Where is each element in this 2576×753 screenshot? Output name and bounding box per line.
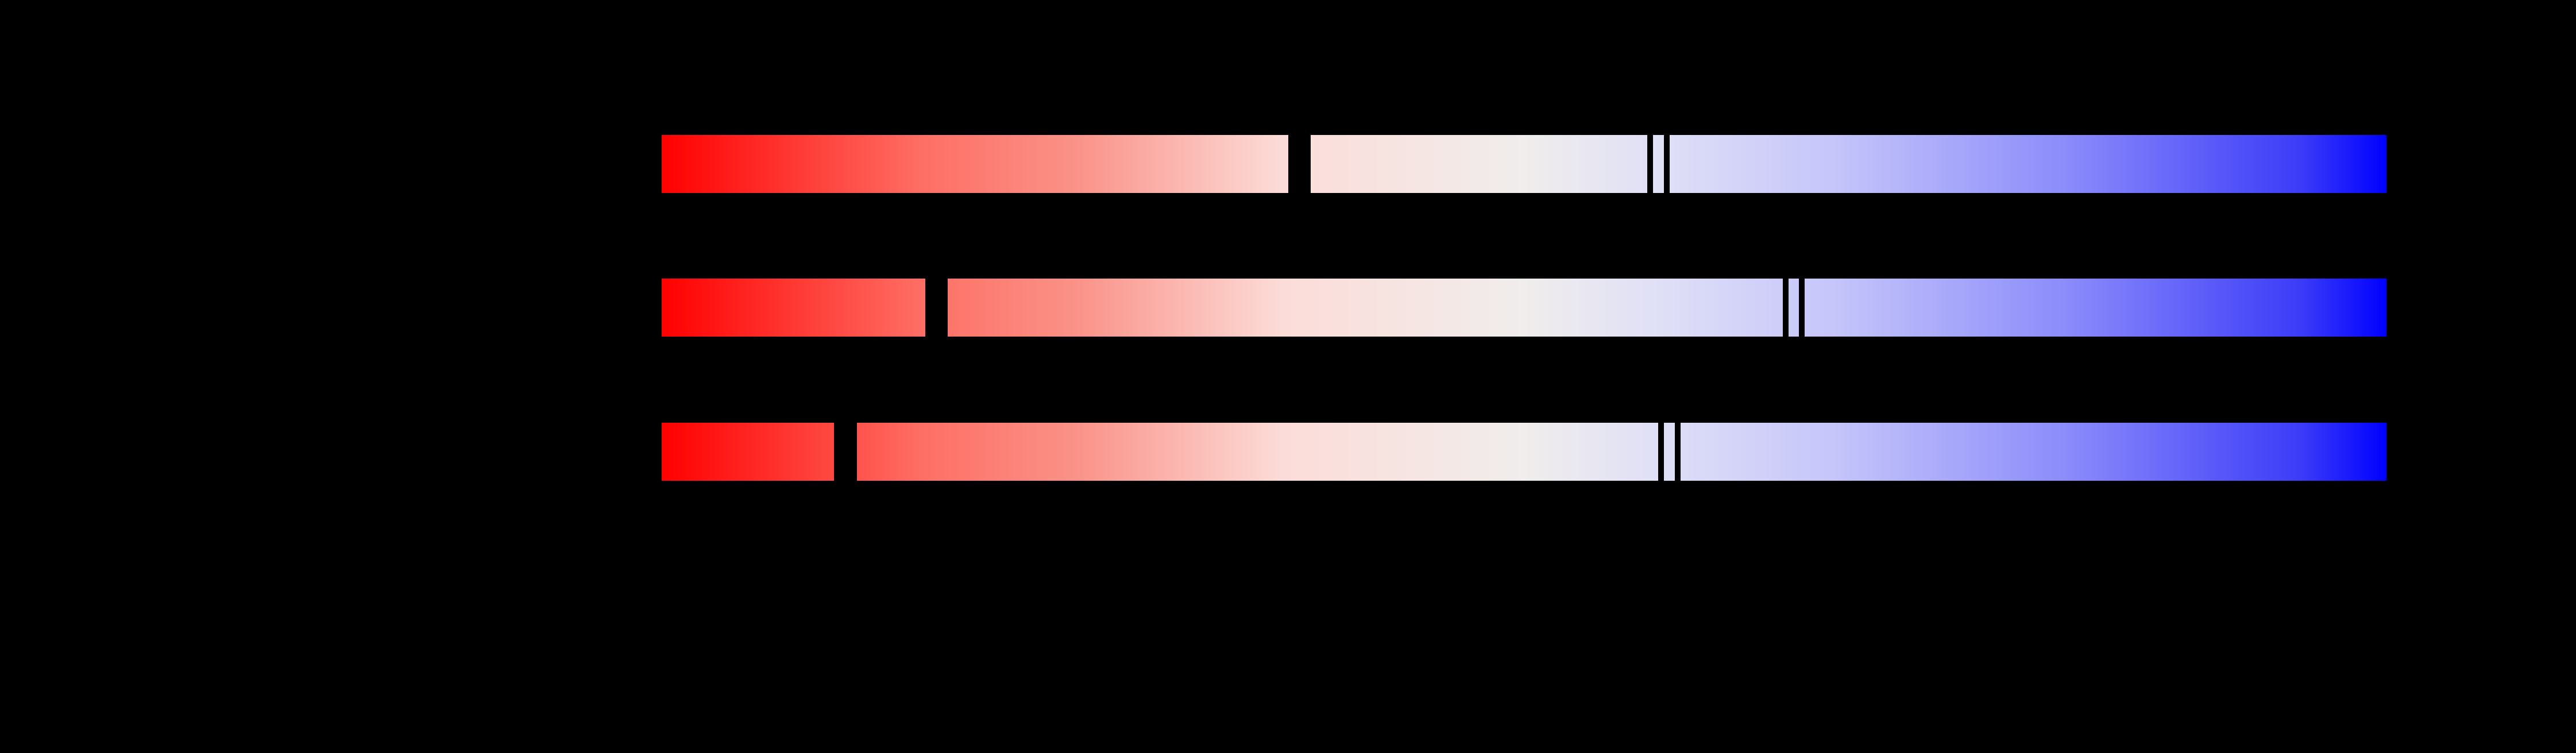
bar-2-gap bbox=[925, 278, 948, 337]
bar-3-gap bbox=[1658, 422, 1664, 481]
bar-1-gap bbox=[1288, 134, 1311, 194]
bar-2-gap bbox=[1799, 278, 1805, 337]
bar-1-gap bbox=[1647, 134, 1653, 194]
bar-3-gap bbox=[1675, 422, 1681, 481]
gradient-bar-2 bbox=[662, 278, 2386, 337]
gradient-bar-1 bbox=[662, 134, 2386, 194]
gradient-bar-3 bbox=[662, 422, 2386, 481]
bar-3-gap bbox=[834, 422, 857, 481]
bar-1-gap bbox=[1664, 134, 1670, 194]
bar-2-gap bbox=[1783, 278, 1789, 337]
